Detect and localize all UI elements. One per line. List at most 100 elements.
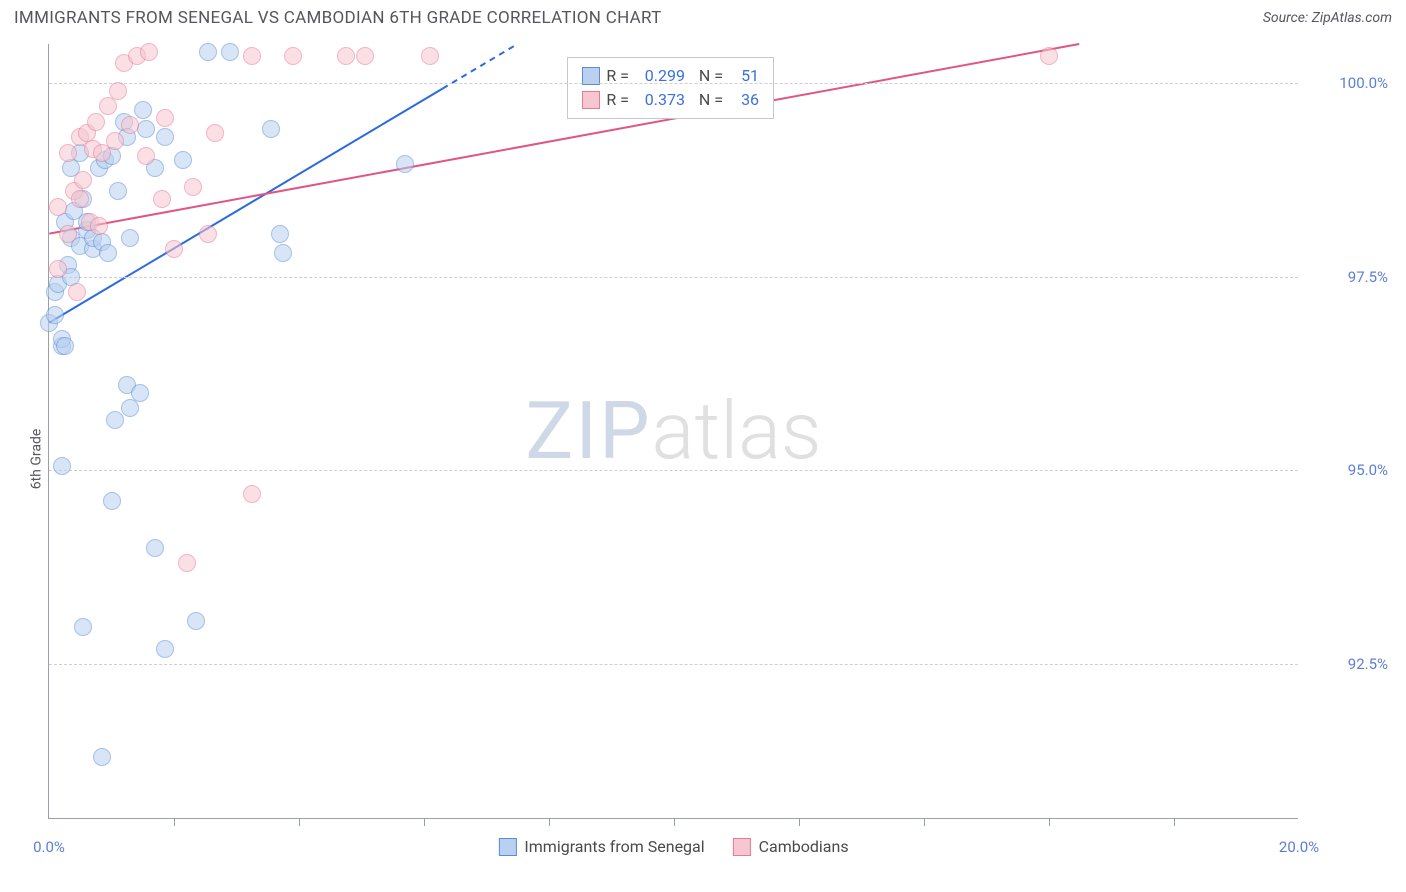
legend-r-label: R =: [606, 88, 629, 112]
legend-r-value: 0.299: [635, 64, 685, 88]
trend-line: [49, 89, 442, 323]
scatter-point: [243, 485, 261, 503]
legend-swatch: [498, 838, 516, 856]
scatter-point: [421, 47, 439, 65]
scatter-point: [156, 640, 174, 658]
bottom-legend-label: Cambodians: [759, 837, 849, 856]
scatter-point: [106, 411, 124, 429]
scatter-point: [271, 225, 289, 243]
correlation-legend-box: R = 0.299 N =51 R = 0.373 N =36: [567, 57, 774, 119]
x-tick: [1174, 818, 1175, 826]
scatter-point: [187, 612, 205, 630]
scatter-point: [93, 748, 111, 766]
scatter-point: [156, 109, 174, 127]
grid-line-h: [49, 277, 1298, 278]
scatter-point: [49, 198, 67, 216]
scatter-point: [356, 47, 374, 65]
legend-stat-row: R = 0.299 N =51: [582, 64, 759, 88]
chart-title: IMMIGRANTS FROM SENEGAL VS CAMBODIAN 6TH…: [14, 8, 662, 28]
plot-area: ZIPatlas R =0.299 N =51R =0.373 N =36 Im…: [48, 44, 1298, 819]
x-tick-label: 20.0%: [1279, 838, 1319, 856]
x-tick: [424, 818, 425, 826]
y-tick-label: 97.5%: [1308, 268, 1388, 286]
bottom-legend-item: Cambodians: [733, 837, 849, 856]
scatter-point: [121, 229, 139, 247]
legend-r-value: 0.373: [635, 88, 685, 112]
scatter-point: [109, 182, 127, 200]
scatter-point: [68, 283, 86, 301]
scatter-point: [153, 190, 171, 208]
x-tick: [924, 818, 925, 826]
scatter-point: [56, 337, 74, 355]
grid-line-h: [49, 664, 1298, 665]
scatter-point: [284, 47, 302, 65]
scatter-point: [221, 43, 239, 61]
y-tick-label: 95.0%: [1308, 461, 1388, 479]
scatter-point: [49, 260, 67, 278]
scatter-point: [1040, 47, 1058, 65]
scatter-point: [396, 155, 414, 173]
scatter-point: [109, 82, 127, 100]
chart-area: 6th Grade ZIPatlas R =0.299 N =51R =0.37…: [0, 34, 1406, 884]
scatter-point: [156, 128, 174, 146]
y-axis-label: 6th Grade: [28, 429, 44, 490]
x-tick: [549, 818, 550, 826]
scatter-point: [87, 113, 105, 131]
scatter-point: [199, 225, 217, 243]
legend-swatch: [733, 838, 751, 856]
scatter-point: [146, 539, 164, 557]
x-tick: [674, 818, 675, 826]
scatter-point: [137, 120, 155, 138]
scatter-point: [184, 178, 202, 196]
scatter-point: [206, 124, 224, 142]
scatter-point: [103, 492, 121, 510]
scatter-point: [165, 240, 183, 258]
x-tick: [299, 818, 300, 826]
trend-lines-svg: [49, 44, 1298, 818]
x-tick: [799, 818, 800, 826]
scatter-point: [262, 120, 280, 138]
y-tick-label: 92.5%: [1308, 655, 1388, 673]
scatter-point: [74, 171, 92, 189]
scatter-point: [243, 47, 261, 65]
scatter-point: [53, 457, 71, 475]
bottom-legend-label: Immigrants from Senegal: [524, 837, 704, 856]
scatter-point: [134, 101, 152, 119]
chart-source: Source: ZipAtlas.com: [1263, 10, 1392, 26]
legend-r-label: R =: [606, 64, 629, 88]
scatter-point: [59, 225, 77, 243]
scatter-point: [137, 147, 155, 165]
scatter-point: [121, 399, 139, 417]
scatter-point: [74, 618, 92, 636]
scatter-point: [174, 151, 192, 169]
scatter-point: [140, 43, 158, 61]
y-tick-label: 100.0%: [1308, 74, 1388, 92]
legend-n-value: 51: [729, 64, 759, 88]
bottom-legend-item: Immigrants from Senegal: [498, 837, 704, 856]
scatter-point: [106, 132, 124, 150]
scatter-point: [274, 244, 292, 262]
grid-line-h: [49, 470, 1298, 471]
trend-line: [49, 44, 1079, 234]
chart-header: IMMIGRANTS FROM SENEGAL VS CAMBODIAN 6TH…: [0, 0, 1406, 34]
x-tick: [1049, 818, 1050, 826]
legend-n-label: N =: [691, 88, 723, 112]
scatter-point: [99, 97, 117, 115]
scatter-point: [178, 554, 196, 572]
scatter-point: [337, 47, 355, 65]
legend-n-value: 36: [729, 88, 759, 112]
grid-line-h: [49, 83, 1298, 84]
scatter-point: [99, 244, 117, 262]
scatter-point: [59, 144, 77, 162]
scatter-point: [90, 217, 108, 235]
scatter-point: [121, 116, 139, 134]
legend-stat-row: R = 0.373 N =36: [582, 88, 759, 112]
legend-swatch: [582, 91, 600, 109]
bottom-legend: Immigrants from Senegal Cambodians: [498, 837, 848, 856]
x-tick: [174, 818, 175, 826]
scatter-point: [46, 306, 64, 324]
x-tick-label: 0.0%: [33, 838, 65, 856]
scatter-point: [71, 190, 89, 208]
scatter-point: [199, 43, 217, 61]
legend-n-label: N =: [691, 64, 723, 88]
